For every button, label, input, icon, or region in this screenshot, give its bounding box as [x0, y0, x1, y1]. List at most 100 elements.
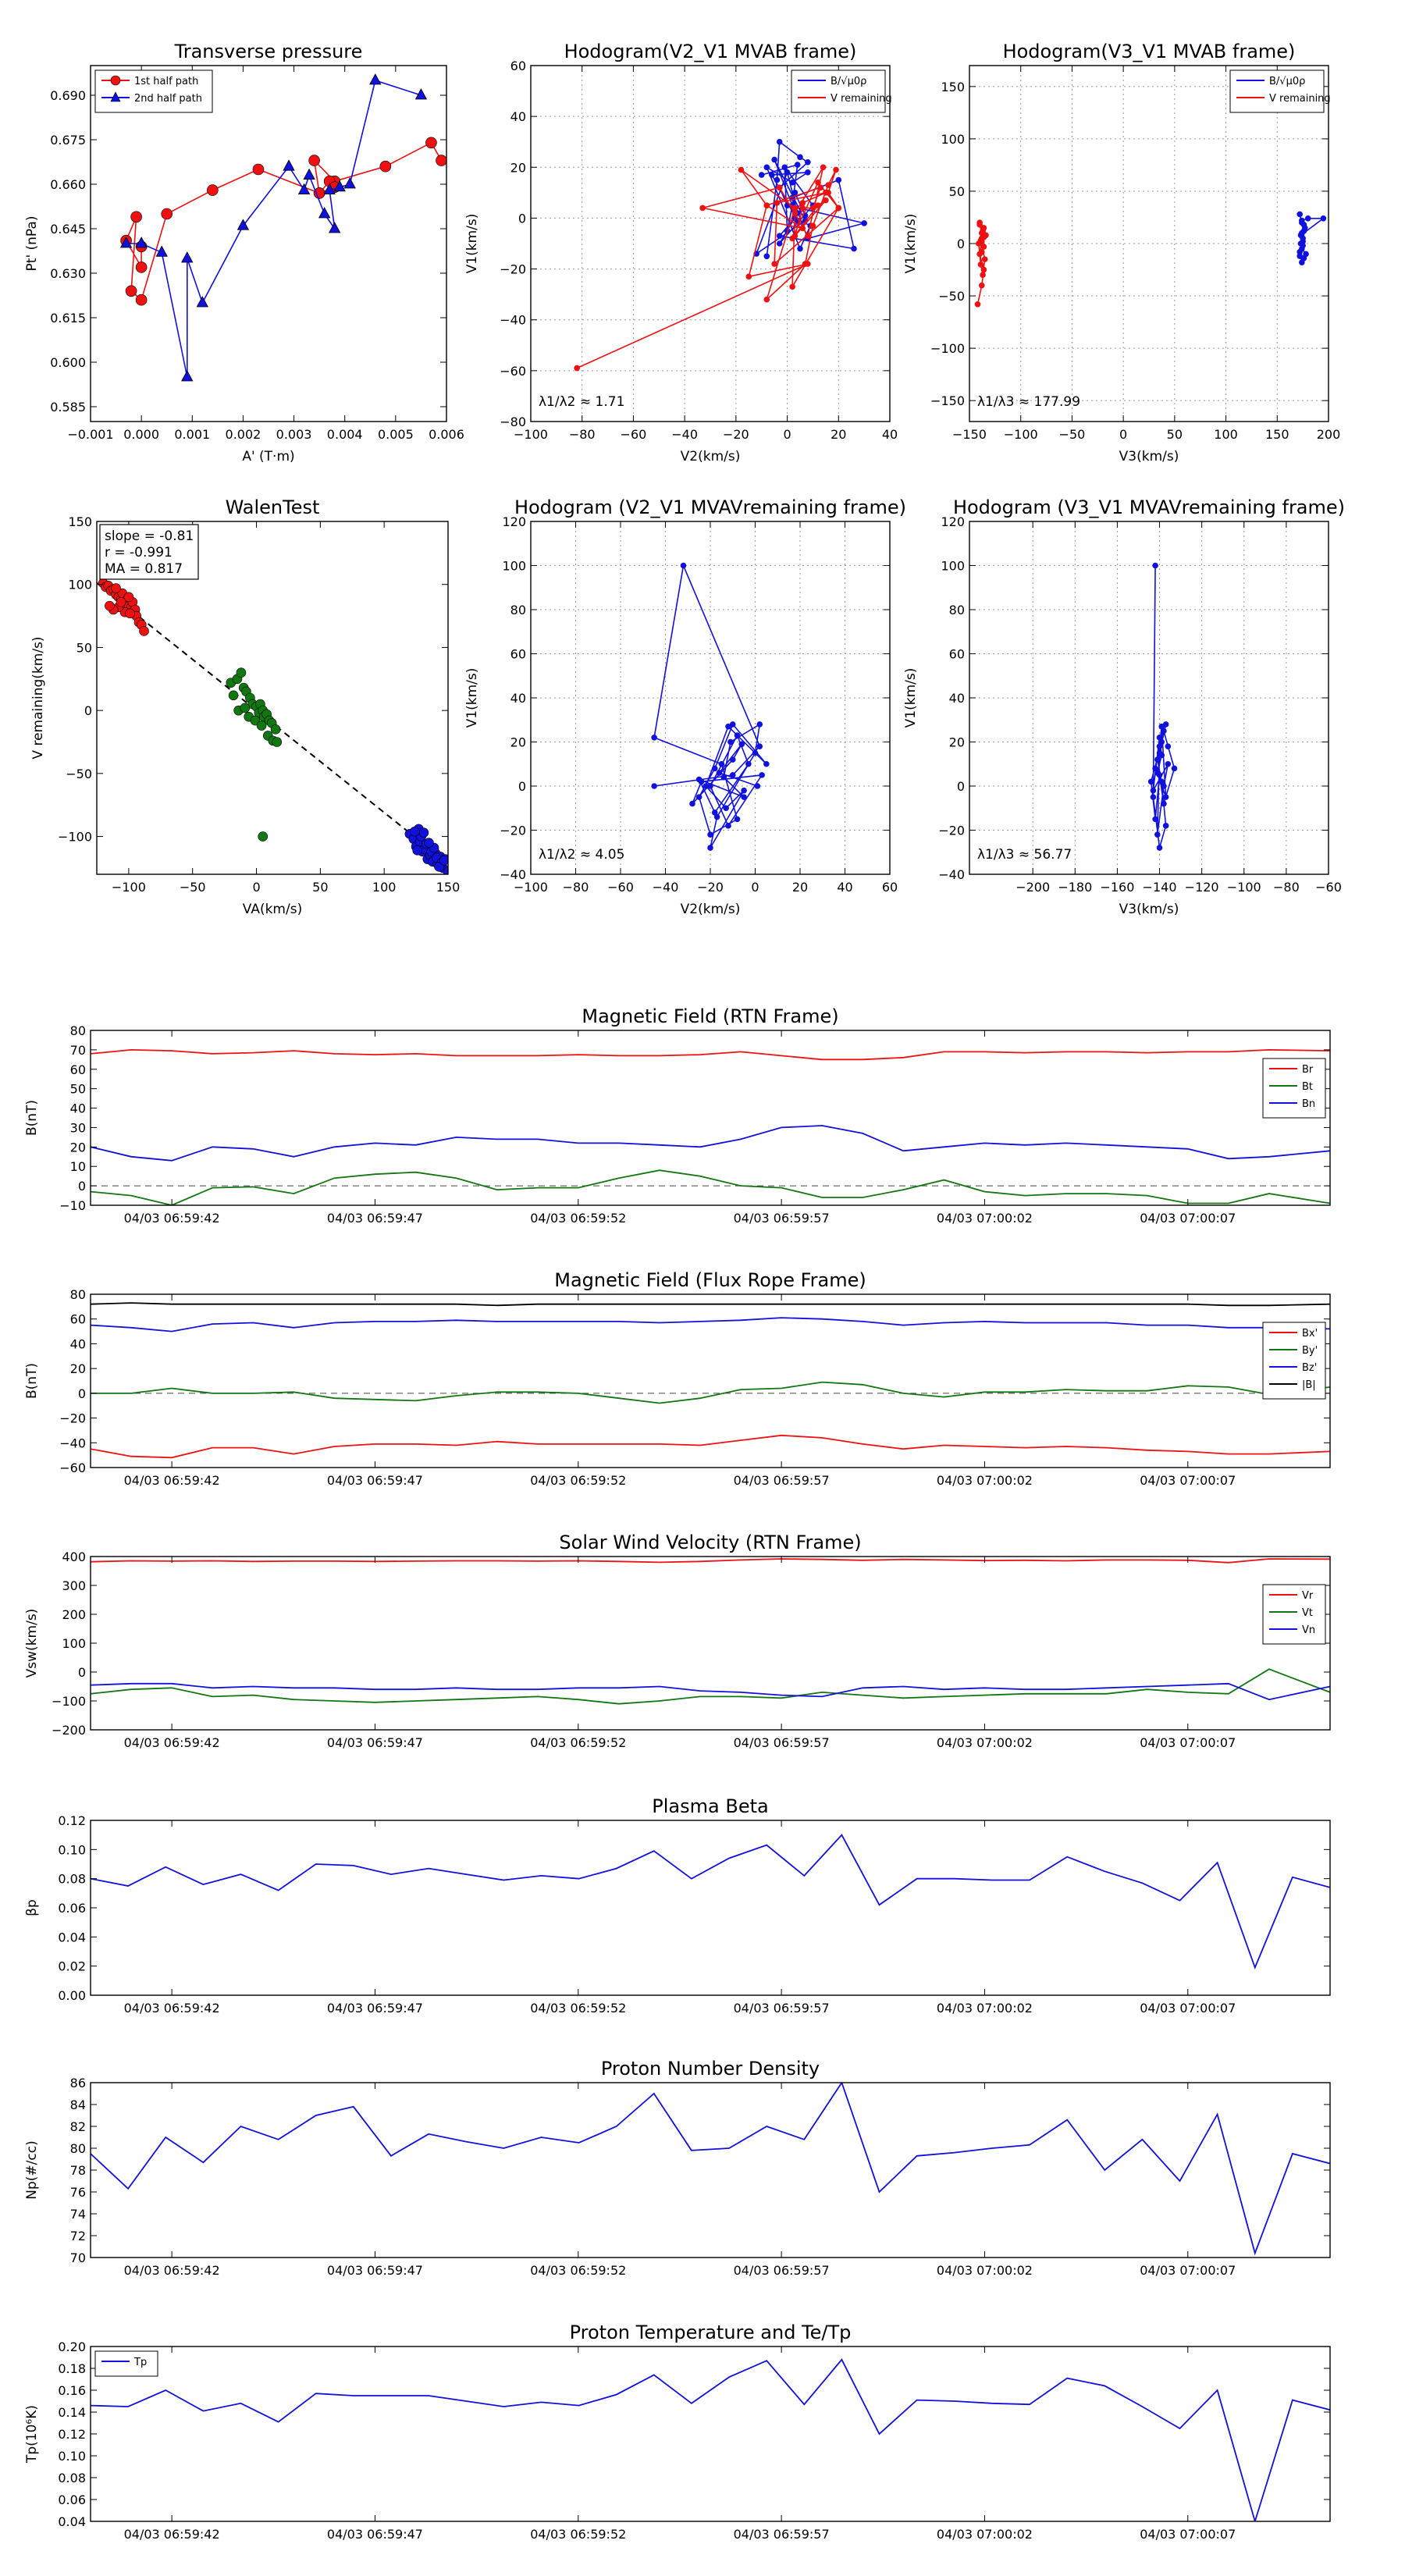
tick-label-y: −100: [930, 341, 965, 356]
chart-magnetic-field-flux-rope: 04/03 06:59:42 04/03 06:59:47 04/03 06:59:…: [24, 1269, 1331, 1488]
tick-label-y: 80: [510, 603, 526, 617]
data-point: [741, 794, 747, 800]
chart-title: Solar Wind Velocity (RTN Frame): [559, 1532, 861, 1553]
tick-label-y: 100: [502, 559, 526, 574]
data-point: [771, 156, 777, 163]
data-point: [974, 301, 981, 308]
tick-label-y: 60: [510, 647, 526, 662]
tick-label-x: 04/03 06:59:42: [124, 2001, 220, 2016]
data-point: [1299, 259, 1305, 265]
tick-label-x: 04/03 07:00:02: [937, 1735, 1033, 1750]
tick-label-y: 150: [941, 80, 965, 94]
tick-label-x: −100: [514, 880, 548, 895]
tick-label-y: 50: [949, 184, 965, 199]
legend: B/√μ0ρ V remaining: [791, 69, 892, 113]
series-line-Vn: [91, 1682, 1330, 1701]
data-point: [784, 169, 791, 176]
data-point: [228, 690, 239, 701]
data-point: [791, 205, 799, 212]
tick-label-y: 100: [941, 132, 965, 147]
data-point: [776, 240, 783, 247]
tick-label-y: 20: [949, 735, 965, 750]
tick-label-x: 04/03 07:00:02: [937, 1211, 1033, 1226]
data-point: [119, 237, 133, 248]
tick-label-y: 0.08: [58, 1872, 86, 1887]
tick-label-x: 40: [837, 880, 852, 895]
legend-label: Bz': [1302, 1362, 1317, 1374]
tick-label-x: 60: [882, 880, 898, 895]
legend-label: V remaining: [1269, 93, 1331, 105]
series-line-Np: [91, 2083, 1330, 2256]
data-point: [734, 732, 741, 738]
tick-label-y: 0.645: [50, 222, 86, 237]
tick-label-x: 04/03 06:59:57: [734, 1211, 830, 1226]
data-point: [797, 245, 803, 252]
data-point: [759, 772, 765, 778]
data-point: [125, 608, 135, 619]
tick-label-x: 04/03 07:00:02: [937, 2527, 1033, 2542]
tick-label-x: 04/03 06:59:52: [530, 1473, 626, 1488]
chart-hodogram-v3-v1-mvab: −150 −100 −50 0 50 100 150 200 −150 −100 −50 0 50 100…: [903, 41, 1340, 464]
data-point: [1165, 760, 1172, 767]
tick-label-y: −20: [938, 824, 965, 838]
tick-label-y: −150: [930, 393, 965, 408]
data-point: [308, 155, 320, 166]
legend-label: Bx': [1302, 1328, 1318, 1340]
data-point: [745, 273, 752, 280]
data-point: [252, 163, 265, 176]
tick-label-x: 04/03 06:59:47: [327, 1735, 423, 1750]
plot-area: [574, 138, 867, 372]
data-point: [323, 183, 336, 195]
tick-label-x: 0.003: [276, 427, 312, 442]
tick-label-y: 0.06: [58, 1901, 86, 1916]
tick-label-y: 120: [502, 514, 526, 529]
legend: Bx' By' Bz' |B|: [1262, 1322, 1326, 1400]
data-point: [727, 738, 734, 745]
plot-area: [1147, 562, 1178, 851]
data-point: [738, 166, 745, 173]
data-point: [794, 162, 801, 168]
axis-label-y: V1(km/s): [903, 214, 919, 274]
axes-frame: [90, 1030, 1331, 1206]
data-point: [734, 816, 741, 823]
tick-label-y: 70: [70, 2250, 86, 2265]
axis-label-x: A' (T·m): [242, 449, 294, 464]
tick-label-y: 74: [70, 2207, 86, 2222]
data-point: [1162, 823, 1169, 829]
plot-area: [91, 1302, 1330, 1459]
data-point: [424, 838, 434, 848]
tick-label-y: −80: [500, 415, 526, 429]
data-point: [1156, 845, 1163, 851]
tick-label-y: 10: [70, 1159, 86, 1174]
data-point: [776, 184, 783, 191]
tick-label-x: −140: [1143, 880, 1177, 895]
data-point: [412, 845, 423, 856]
tick-label-x: −60: [1315, 880, 1342, 895]
tick-label-x: 0.000: [123, 427, 159, 442]
tick-label-x: 20: [831, 427, 846, 442]
tick-label-x: 0.005: [378, 427, 414, 442]
chart-title: Magnetic Field (RTN Frame): [582, 1005, 838, 1027]
data-point: [799, 205, 806, 212]
legend-label: Bn: [1302, 1098, 1315, 1110]
data-point: [1152, 816, 1158, 823]
legend-label: Tp: [133, 2357, 147, 2368]
data-point: [135, 262, 148, 273]
tick-label-y: 0.585: [50, 400, 86, 415]
data-point: [1304, 215, 1311, 222]
data-point: [799, 200, 806, 206]
tick-label-y: 0.10: [58, 2449, 86, 2464]
data-point: [410, 826, 420, 837]
data-point: [725, 823, 731, 829]
tick-label-x: 0: [1119, 427, 1127, 442]
data-point: [155, 245, 168, 257]
legend: Br Bt Bn: [1262, 1058, 1326, 1119]
tick-label-y: −50: [938, 289, 965, 304]
axis-label-y: Pt' (nPa): [24, 216, 40, 272]
legend-box: [94, 2350, 158, 2377]
tick-label-y: 0.630: [50, 266, 86, 281]
data-point: [820, 164, 827, 171]
legend-label: B/√μ0ρ: [1269, 76, 1305, 87]
tick-label-x: 04/03 06:59:47: [327, 2527, 423, 2542]
data-point: [980, 266, 987, 273]
